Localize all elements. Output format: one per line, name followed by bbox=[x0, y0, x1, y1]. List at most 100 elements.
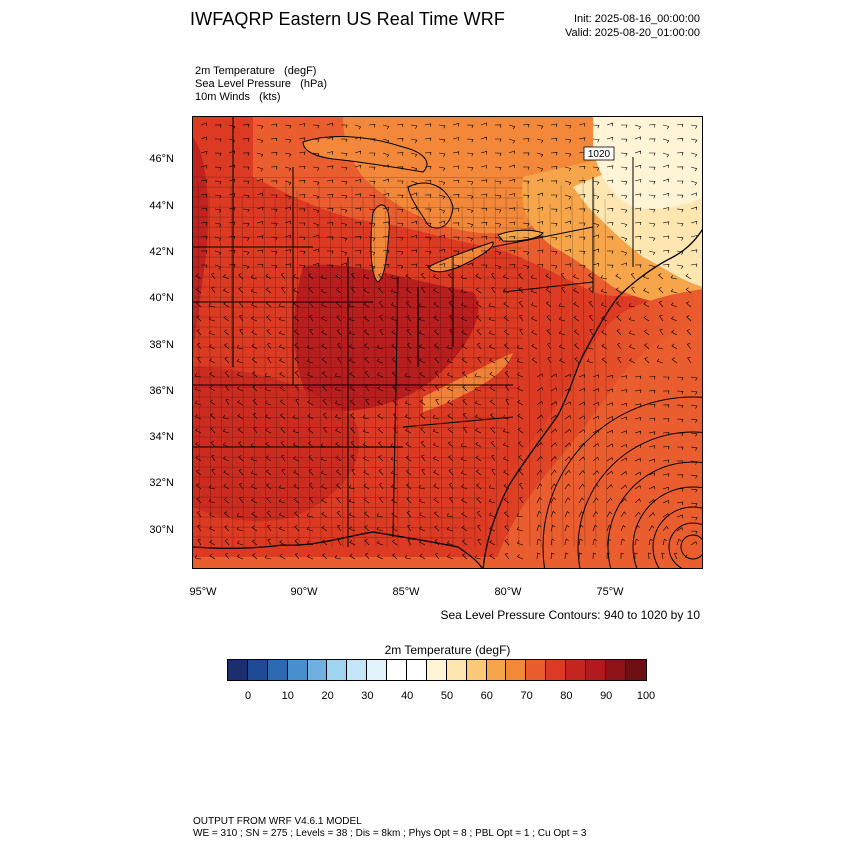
wind-barb bbox=[293, 329, 300, 336]
wind-barb bbox=[517, 413, 524, 420]
isobar-label: 1020 bbox=[588, 149, 611, 160]
wind-barb bbox=[376, 513, 384, 518]
wind-barb bbox=[606, 165, 614, 169]
wind-barb bbox=[606, 236, 614, 240]
wind-barb bbox=[256, 235, 264, 239]
wind-barb bbox=[435, 385, 440, 392]
wind-barb bbox=[378, 483, 384, 490]
wind-barb bbox=[378, 301, 384, 308]
wind-barb bbox=[392, 413, 398, 420]
colorbar-label: 20 bbox=[321, 690, 334, 702]
wind-barb bbox=[404, 414, 412, 420]
wind-barb bbox=[503, 497, 510, 504]
county-line bbox=[197, 181, 201, 548]
wind-barb bbox=[588, 287, 594, 294]
wind-barb bbox=[354, 136, 361, 140]
wind-barb bbox=[376, 526, 384, 532]
wind-barb bbox=[676, 514, 683, 519]
wind-barb bbox=[365, 398, 370, 406]
wind-barb bbox=[392, 399, 398, 406]
wind-barb bbox=[559, 357, 566, 364]
wind-barb bbox=[634, 136, 641, 140]
wind-barb bbox=[382, 249, 390, 254]
wind-barb bbox=[620, 511, 627, 518]
wind-barb bbox=[620, 497, 627, 504]
wind-barb bbox=[210, 273, 216, 280]
wind-barb bbox=[284, 234, 292, 239]
wind-barb bbox=[419, 539, 426, 546]
wind-barb bbox=[648, 264, 656, 270]
lon-tick-80: 80°W bbox=[494, 586, 522, 598]
wind-barb bbox=[410, 220, 418, 225]
wind-barb bbox=[530, 316, 538, 322]
wind-barb bbox=[265, 469, 272, 476]
wind-barb bbox=[382, 138, 390, 144]
wind-barb bbox=[589, 328, 594, 336]
wind-barb bbox=[195, 469, 202, 476]
wind-barb bbox=[320, 470, 328, 476]
county-line bbox=[362, 196, 366, 548]
county-line bbox=[193, 386, 518, 389]
wind-barb bbox=[236, 513, 244, 518]
wind-barb bbox=[494, 264, 502, 270]
wind-barb bbox=[363, 287, 370, 294]
wind-barb bbox=[438, 124, 446, 129]
colorbar-cell bbox=[247, 660, 268, 680]
wind-barb bbox=[592, 443, 599, 448]
lat-tick-40: 40°N bbox=[149, 292, 174, 304]
wind-barb bbox=[606, 193, 614, 198]
wind-barb bbox=[251, 329, 258, 336]
wind-barb bbox=[223, 301, 230, 308]
county-line bbox=[505, 189, 509, 548]
colorbar-label: 100 bbox=[636, 690, 656, 702]
wind-barb bbox=[578, 483, 585, 490]
wind-barb bbox=[228, 150, 235, 154]
wind-barb bbox=[662, 538, 668, 546]
county-line bbox=[252, 176, 256, 548]
wind-barb bbox=[382, 235, 390, 239]
wind-barb bbox=[578, 250, 586, 255]
wind-barb bbox=[488, 316, 496, 322]
wind-barb bbox=[251, 539, 258, 546]
field-label-winds: 10m Winds (kts) bbox=[195, 91, 281, 103]
wind-barb bbox=[228, 221, 236, 225]
county-line bbox=[406, 180, 410, 548]
wind-barb bbox=[536, 178, 543, 182]
wind-barb bbox=[214, 166, 222, 171]
wind-barb bbox=[424, 180, 432, 184]
wind-barb bbox=[522, 208, 530, 213]
wind-barb bbox=[312, 180, 320, 185]
model-info: OUTPUT FROM WRF V4.6.1 MODEL bbox=[193, 816, 362, 827]
colorbar-cell bbox=[367, 660, 388, 680]
wind-barb bbox=[518, 483, 524, 490]
wind-barb bbox=[663, 376, 670, 380]
wind-barb bbox=[676, 474, 684, 478]
wind-barb bbox=[223, 497, 230, 504]
wind-barb bbox=[690, 152, 698, 158]
wind-barb bbox=[620, 222, 628, 228]
wind-barb bbox=[648, 166, 656, 171]
wind-barb bbox=[396, 208, 404, 213]
wind-barb bbox=[424, 264, 432, 269]
wind-barb bbox=[522, 138, 530, 142]
wind-barb bbox=[658, 287, 664, 294]
wind-barb bbox=[335, 301, 342, 308]
wind-barb bbox=[270, 236, 278, 241]
wind-barb bbox=[284, 206, 291, 210]
wind-barb bbox=[321, 511, 328, 518]
wind-barb bbox=[558, 330, 566, 336]
wind-barb bbox=[266, 511, 272, 518]
wind-barb bbox=[410, 192, 417, 196]
wind-barb bbox=[197, 356, 202, 364]
wind-barb bbox=[536, 414, 543, 420]
wind-barb bbox=[419, 371, 426, 378]
hot-south-region bbox=[193, 367, 360, 522]
wind-barb bbox=[460, 275, 468, 280]
map-panel: 1020 bbox=[192, 116, 703, 569]
wind-barb bbox=[308, 483, 314, 490]
wind-barb bbox=[214, 264, 222, 270]
wind-barb bbox=[210, 441, 216, 448]
wind-barb bbox=[536, 263, 544, 268]
wind-barb bbox=[195, 287, 202, 294]
wind-barb bbox=[461, 511, 468, 518]
